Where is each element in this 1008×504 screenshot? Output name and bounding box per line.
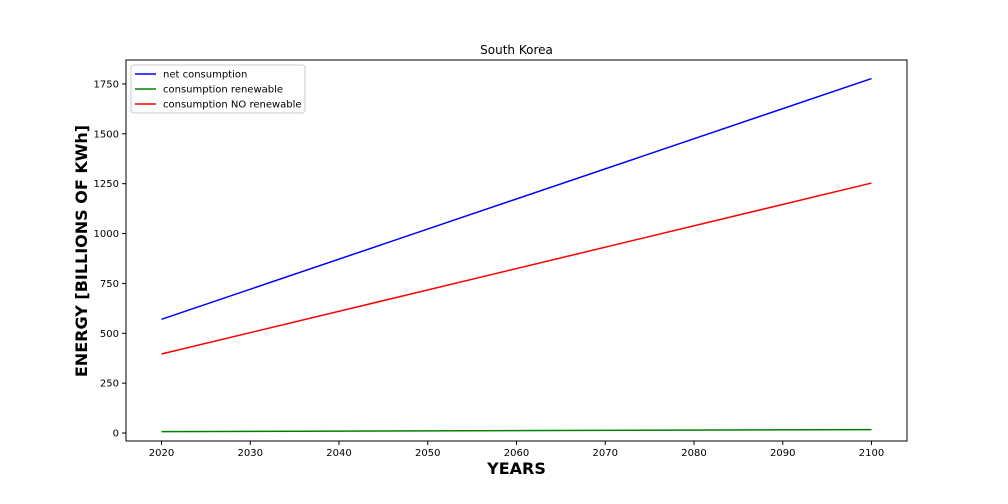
y-axis-label: ENERGY [BILLIONS OF KWh] [72,125,91,377]
y-tick-label: 1000 [94,229,119,240]
x-axis-label: YEARS [486,459,546,478]
y-tick-label: 0 [113,429,119,440]
y-tick-label: 1750 [94,79,119,90]
x-tick-label: 2050 [415,448,440,459]
x-tick-label: 2030 [238,448,263,459]
series-layer [161,77,872,433]
chart-title: South Korea [480,43,553,57]
legend-entry-3: consumption NO renewable [163,100,302,111]
legend-entry-1: net consumption [163,70,247,81]
x-tick-label: 2070 [593,448,618,459]
x-tick-label: 2060 [504,448,529,459]
y-axis-ticks: 0 250 500 750 1000 1250 1500 1750 [94,79,126,440]
series-line-2 [161,428,872,433]
legend-entry-2: consumption renewable [163,85,283,96]
y-tick-label: 1250 [94,179,119,190]
x-tick-label: 2040 [326,448,351,459]
x-tick-label: 2100 [859,448,884,459]
x-tick-label: 2080 [681,448,706,459]
legend: net consumption consumption renewable cons… [130,64,306,114]
y-tick-label: 750 [100,279,119,290]
x-tick-label: 2020 [149,448,174,459]
y-tick-label: 500 [100,329,119,340]
series-line-3 [161,182,872,355]
series-line-1 [161,77,872,321]
legend-box [130,64,306,114]
y-tick-label: 250 [100,379,119,390]
y-tick-label: 1500 [94,129,119,140]
x-axis-ticks: 2020 2030 2040 2050 2060 2070 2080 2090 2100 [149,441,884,459]
x-tick-label: 2090 [770,448,795,459]
plot-area: 2020 2030 2040 2050 2060 2070 2080 2090 2100 0 25… [94,59,908,459]
plot-frame [125,59,908,442]
